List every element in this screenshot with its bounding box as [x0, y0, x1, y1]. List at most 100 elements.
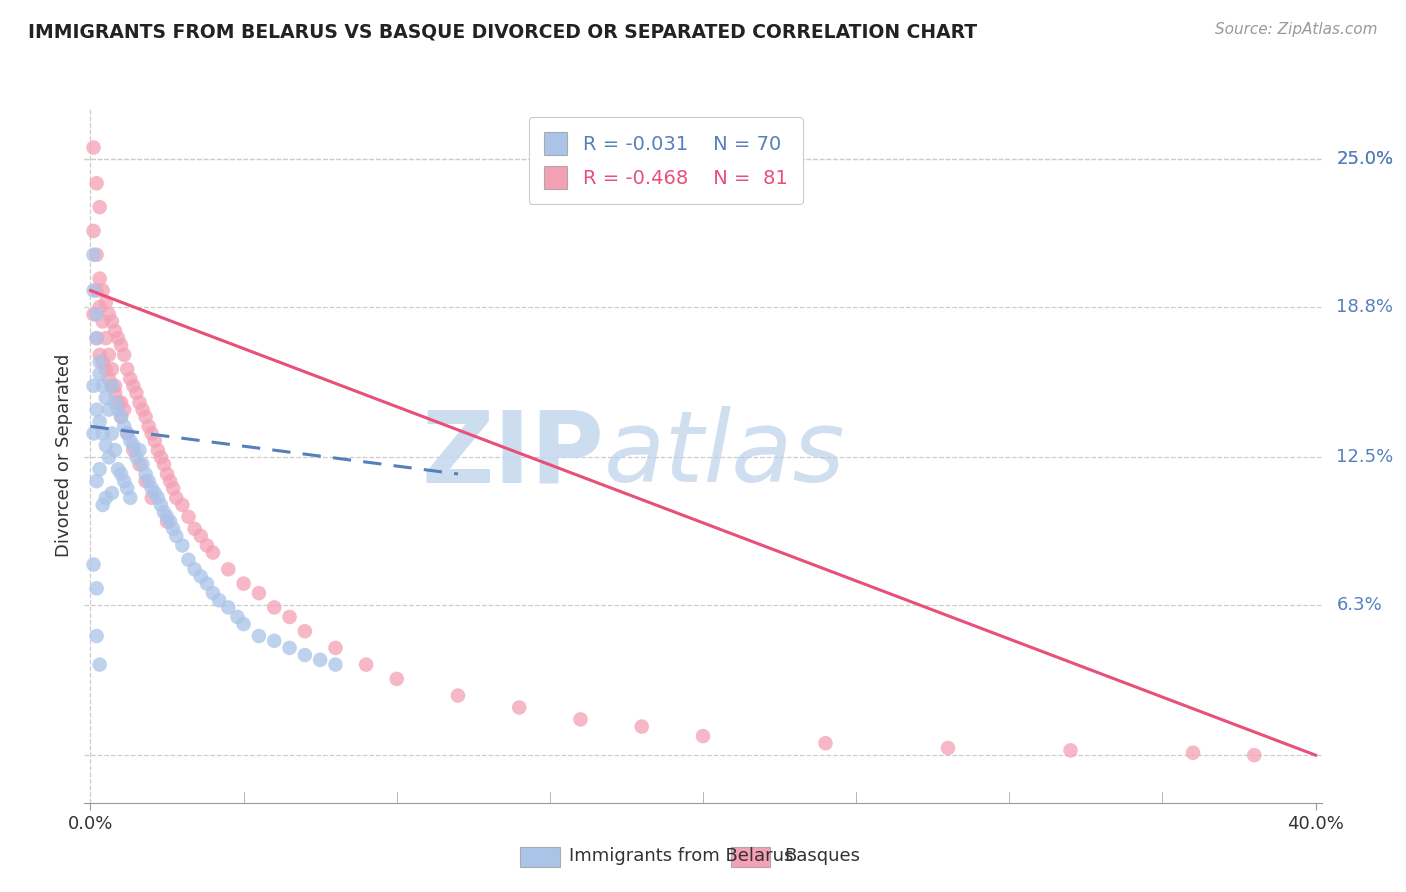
- Point: [110, 467, 132, 481]
- Point: [325, 657, 347, 672]
- Point: [217, 600, 239, 615]
- Point: [94, 491, 117, 505]
- Text: 12.5%: 12.5%: [1337, 449, 1393, 467]
- Point: [120, 491, 142, 505]
- Point: [104, 443, 127, 458]
- Point: [135, 467, 157, 481]
- Text: 25.0%: 25.0%: [1337, 151, 1393, 169]
- Text: 18.8%: 18.8%: [1337, 298, 1393, 316]
- Point: [122, 443, 145, 458]
- Point: [110, 395, 132, 409]
- Point: [149, 498, 172, 512]
- Point: [107, 395, 129, 409]
- Point: [91, 379, 114, 393]
- Point: [156, 509, 179, 524]
- Point: [183, 522, 205, 536]
- Point: [107, 462, 129, 476]
- Point: [309, 653, 332, 667]
- Point: [294, 624, 316, 639]
- Point: [149, 450, 172, 465]
- Point: [385, 672, 408, 686]
- Point: [97, 402, 120, 417]
- Point: [112, 402, 135, 417]
- Point: [94, 438, 117, 452]
- Point: [94, 295, 117, 310]
- Point: [110, 409, 132, 424]
- Point: [86, 474, 108, 488]
- Point: [226, 610, 249, 624]
- Point: [294, 648, 316, 662]
- Point: [94, 331, 117, 345]
- Point: [112, 419, 135, 434]
- Point: [101, 486, 124, 500]
- Point: [692, 729, 714, 743]
- Point: [104, 379, 127, 393]
- Point: [232, 576, 254, 591]
- Point: [86, 629, 108, 643]
- Point: [97, 307, 120, 321]
- Point: [278, 610, 301, 624]
- Text: 6.3%: 6.3%: [1337, 596, 1382, 614]
- Point: [91, 284, 114, 298]
- Point: [101, 314, 124, 328]
- Point: [83, 140, 105, 154]
- Point: [112, 348, 135, 362]
- Point: [115, 426, 138, 441]
- Point: [936, 741, 959, 756]
- Point: [122, 438, 145, 452]
- Text: 25.0%: 25.0%: [1337, 151, 1393, 169]
- Point: [146, 443, 169, 458]
- Point: [86, 248, 108, 262]
- Point: [153, 505, 176, 519]
- Point: [101, 379, 124, 393]
- Point: [104, 324, 127, 338]
- Point: [630, 720, 652, 734]
- Point: [104, 386, 127, 401]
- Point: [128, 458, 150, 472]
- Y-axis label: Divorced or Separated: Divorced or Separated: [55, 353, 73, 557]
- Point: [120, 434, 142, 448]
- Legend: R = -0.031    N = 70, R = -0.468    N =  81: R = -0.031 N = 70, R = -0.468 N = 81: [529, 117, 803, 204]
- Point: [125, 450, 148, 465]
- Point: [183, 562, 205, 576]
- Point: [143, 434, 166, 448]
- Point: [138, 474, 160, 488]
- Point: [141, 491, 163, 505]
- Point: [89, 200, 111, 214]
- Point: [165, 491, 187, 505]
- Point: [89, 355, 111, 369]
- Point: [89, 367, 111, 381]
- Point: [122, 379, 145, 393]
- Point: [120, 372, 142, 386]
- Point: [138, 419, 160, 434]
- Point: [569, 713, 592, 727]
- Point: [159, 515, 181, 529]
- Point: [1059, 743, 1081, 757]
- Point: [208, 593, 231, 607]
- Point: [91, 314, 114, 328]
- Point: [162, 522, 184, 536]
- Point: [131, 458, 153, 472]
- Point: [177, 553, 200, 567]
- Point: [83, 224, 105, 238]
- Point: [94, 391, 117, 405]
- Point: [190, 529, 212, 543]
- Point: [89, 348, 111, 362]
- Point: [263, 600, 285, 615]
- Point: [89, 415, 111, 429]
- Point: [97, 372, 120, 386]
- Point: [125, 386, 148, 401]
- Point: [201, 586, 224, 600]
- Point: [135, 474, 157, 488]
- Point: [104, 395, 127, 409]
- Point: [508, 700, 530, 714]
- Point: [91, 498, 114, 512]
- Point: [86, 331, 108, 345]
- Point: [814, 736, 837, 750]
- Point: [101, 379, 124, 393]
- Point: [97, 348, 120, 362]
- Point: [107, 331, 129, 345]
- Point: [201, 546, 224, 560]
- Point: [115, 362, 138, 376]
- Point: [354, 657, 377, 672]
